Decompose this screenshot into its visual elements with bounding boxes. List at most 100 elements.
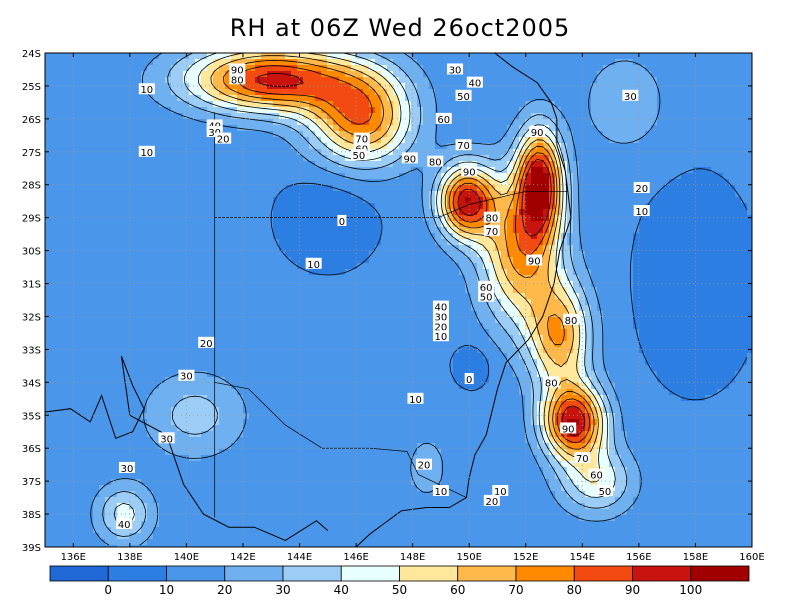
contour-label: 30: [160, 434, 173, 445]
contour-label-bg: [229, 63, 246, 75]
contour-label: 30: [435, 312, 448, 323]
lat-tick-label: 34S: [22, 378, 41, 389]
contour-label: 10: [307, 260, 320, 271]
contour-label-bg: [215, 132, 232, 144]
contour-label: 20: [635, 184, 648, 195]
lon-tick-label: 156E: [626, 552, 651, 563]
contour-label: 50: [457, 92, 470, 103]
filled-contours: [45, 53, 752, 547]
contour-label: 90: [231, 65, 244, 76]
lat-tick-label: 26S: [22, 115, 41, 126]
lat-tick-label: 35S: [22, 411, 41, 422]
contour-label-bg: [401, 152, 418, 164]
contour-label-bg: [633, 205, 650, 217]
contour-label: 90: [531, 128, 544, 139]
contour-label: 30: [449, 65, 462, 76]
colorbar-tick-label: 20: [217, 583, 232, 597]
contour-lines: [90, 53, 748, 546]
colorbar-swatch: [632, 565, 692, 582]
contour-label-bg: [158, 432, 175, 444]
contour-label: 40: [118, 520, 131, 531]
south-coastline: [45, 355, 329, 541]
contour-label-bg: [563, 313, 580, 325]
colorbar-swatch: [573, 565, 633, 582]
contour-label-bg: [543, 376, 560, 388]
contour-label-bg: [206, 126, 223, 138]
lat-tick-label: 27S: [22, 148, 41, 159]
contour-label-bg: [596, 485, 613, 497]
contour-label: 10: [435, 487, 448, 498]
contour-label-bg: [407, 392, 424, 404]
contour-label: 60: [437, 115, 450, 126]
lon-tick-label: 158E: [683, 552, 708, 563]
contour-label-bg: [464, 373, 474, 385]
contour-label-bg: [337, 214, 347, 226]
colorbar-swatch: [690, 565, 750, 582]
contour-label: 90: [528, 256, 541, 267]
contour-label-bg: [447, 63, 464, 75]
lat-tick-label: 32S: [22, 312, 41, 323]
colorbar-tick-label: 80: [567, 583, 582, 597]
contour-label: 80: [231, 75, 244, 86]
colorbar-swatch: [224, 565, 284, 582]
lat-tick-label: 30S: [22, 247, 41, 258]
contour-label: 10: [435, 332, 448, 343]
lon-tick-label: 142E: [230, 552, 255, 563]
contour-label: 0: [466, 375, 472, 386]
colorbar-swatch: [282, 565, 342, 582]
contour-label-bg: [622, 89, 639, 101]
lat-tick-label: 37S: [22, 477, 41, 488]
colorbar-tick-label: 60: [450, 583, 465, 597]
contour-label: 80: [545, 378, 558, 389]
lon-tick-label: 136E: [61, 552, 86, 563]
contour-label-bg: [526, 254, 543, 266]
contour-label-bg: [116, 517, 133, 529]
lon-tick-label: 138E: [117, 552, 142, 563]
contour-label: 10: [409, 395, 422, 406]
contour-label-bg: [353, 142, 370, 154]
plot-frame: [44, 52, 753, 548]
contour-label-bg: [483, 211, 500, 223]
map-axes: 24S 25S 26S 27S 28S 29S 30S 31S 32S 33S 34S 35S 36S 3…: [22, 49, 765, 563]
lon-tick-label: 140E: [174, 552, 199, 563]
lat-tick-label: 38S: [22, 510, 41, 521]
colorbar-swatch: [399, 565, 459, 582]
contour-label: 50: [353, 151, 366, 162]
contour-label-bg: [455, 89, 472, 101]
contour-label-bg: [461, 165, 478, 177]
contour-label-bg: [178, 369, 195, 381]
contour-label: 40: [435, 303, 448, 314]
contour-label-bg: [432, 320, 449, 332]
colorbar-swatch: [166, 565, 226, 582]
contour-label: 50: [480, 293, 493, 304]
contour-label-bg: [198, 336, 215, 348]
contour-label: 20: [200, 339, 213, 350]
contour-label-bg: [305, 257, 322, 269]
contour-label-bg: [119, 461, 136, 473]
contour-labels: 9080301040503060403020907060507010908090…: [116, 63, 650, 531]
contour-label-bg: [432, 300, 449, 312]
contour-label: 90: [403, 154, 416, 165]
contour-label-bg: [574, 452, 591, 464]
lon-tick-label: 144E: [287, 552, 312, 563]
contour-label: 10: [494, 487, 507, 498]
contour-label-bg: [206, 119, 223, 131]
coastline-and-borders: [45, 53, 572, 547]
colorbar-tick-label: 40: [334, 583, 349, 597]
contour-label: 60: [590, 471, 603, 482]
contour-label-bg: [435, 112, 452, 124]
contour-label: 10: [635, 207, 648, 218]
contour-label-bg: [492, 485, 509, 497]
colorbar-swatch: [107, 565, 167, 582]
lat-tick-label: 29S: [22, 214, 41, 225]
contour-label-bg: [529, 126, 546, 138]
colorbar-swatch: [49, 565, 109, 582]
lat-tick-label: 31S: [22, 280, 41, 291]
contour-label-bg: [478, 280, 495, 292]
contour-label: 20: [217, 135, 230, 146]
contour-label-bg: [138, 145, 155, 157]
contour-label-bg: [427, 155, 444, 167]
contour-label: 20: [485, 497, 498, 508]
contour-label-bg: [588, 468, 605, 480]
